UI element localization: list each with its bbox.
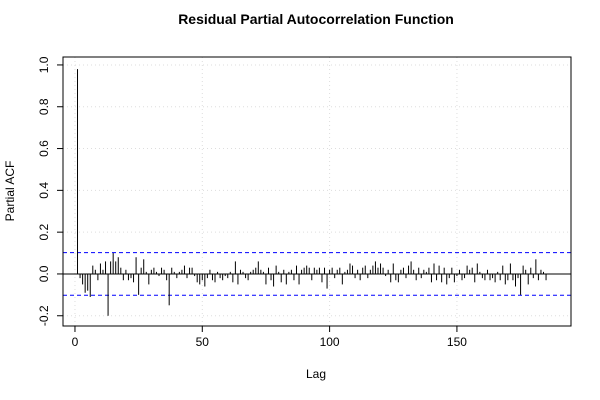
y-tick-label: 0.2 xyxy=(37,223,51,240)
x-axis-label: Lag xyxy=(306,367,326,381)
y-tick-label: -0.2 xyxy=(37,305,51,326)
x-tick-label: 0 xyxy=(72,335,79,349)
x-tick-label: 100 xyxy=(320,335,340,349)
y-tick-label: 0.4 xyxy=(37,182,51,199)
y-tick-label: 1.0 xyxy=(37,56,51,73)
y-tick-label: 0.6 xyxy=(37,140,51,157)
y-tick-label: 0.8 xyxy=(37,98,51,115)
y-axis-label: Partial ACF xyxy=(3,161,17,222)
y-tick-label: 0.0 xyxy=(37,265,51,282)
x-tick-label: 50 xyxy=(196,335,210,349)
chart-title: Residual Partial Autocorrelation Functio… xyxy=(178,11,454,27)
x-tick-label: 150 xyxy=(447,335,467,349)
plot-frame xyxy=(62,56,572,327)
